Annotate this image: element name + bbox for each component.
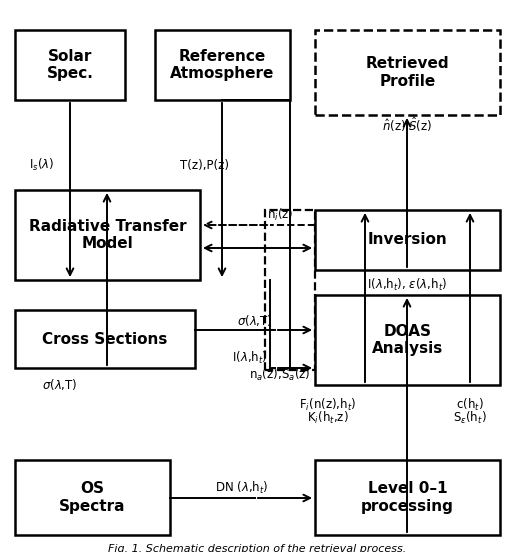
Bar xyxy=(15,30,125,100)
Text: Inversion: Inversion xyxy=(368,232,447,247)
Bar xyxy=(315,30,500,115)
Text: Reference
Atmosphere: Reference Atmosphere xyxy=(170,49,274,81)
Bar xyxy=(155,30,290,100)
Bar xyxy=(15,310,195,368)
Text: Level 0–1
processing: Level 0–1 processing xyxy=(361,481,454,514)
Bar xyxy=(265,210,315,370)
Text: Cross Sections: Cross Sections xyxy=(42,332,168,347)
Text: Fig. 1. Schematic description of the retrieval process.: Fig. 1. Schematic description of the ret… xyxy=(108,544,406,552)
Text: K$_i$(h$_t$,z): K$_i$(h$_t$,z) xyxy=(307,410,349,426)
Text: T(z),P(z): T(z),P(z) xyxy=(180,158,229,172)
Bar xyxy=(315,295,500,385)
Text: n$_a$(z),S$_a$(z): n$_a$(z),S$_a$(z) xyxy=(249,367,310,383)
Bar xyxy=(315,210,500,270)
Bar xyxy=(15,460,170,535)
Text: OS
Spectra: OS Spectra xyxy=(59,481,126,514)
Bar xyxy=(315,460,500,535)
Text: n$_i$(z): n$_i$(z) xyxy=(267,207,293,223)
Text: DOAS
Analysis: DOAS Analysis xyxy=(372,324,443,356)
Bar xyxy=(15,190,200,280)
Text: c(h$_t$): c(h$_t$) xyxy=(456,397,484,413)
Text: I$_s$($\lambda$): I$_s$($\lambda$) xyxy=(29,157,54,173)
Text: I($\lambda$,h$_t$), $\varepsilon$($\lambda$,h$_t$): I($\lambda$,h$_t$), $\varepsilon$($\lamb… xyxy=(367,277,447,293)
Text: Retrieved
Profile: Retrieved Profile xyxy=(365,56,449,89)
Text: S$_\varepsilon$(h$_t$): S$_\varepsilon$(h$_t$) xyxy=(453,410,487,426)
Text: $\sigma$($\lambda$,T): $\sigma$($\lambda$,T) xyxy=(42,378,78,392)
Text: DN ($\lambda$,h$_t$): DN ($\lambda$,h$_t$) xyxy=(215,480,269,496)
Text: F$_i$(n(z),h$_t$): F$_i$(n(z),h$_t$) xyxy=(299,397,357,413)
Text: Radiative Transfer
Model: Radiative Transfer Model xyxy=(29,219,186,251)
Text: $\sigma$($\lambda$,T): $\sigma$($\lambda$,T) xyxy=(237,312,273,327)
Text: Solar
Spec.: Solar Spec. xyxy=(47,49,94,81)
Text: I($\lambda$,h$_t$): I($\lambda$,h$_t$) xyxy=(232,350,268,366)
Text: $\hat{n}$(z),$\hat{S}$(z): $\hat{n}$(z),$\hat{S}$(z) xyxy=(382,115,432,135)
